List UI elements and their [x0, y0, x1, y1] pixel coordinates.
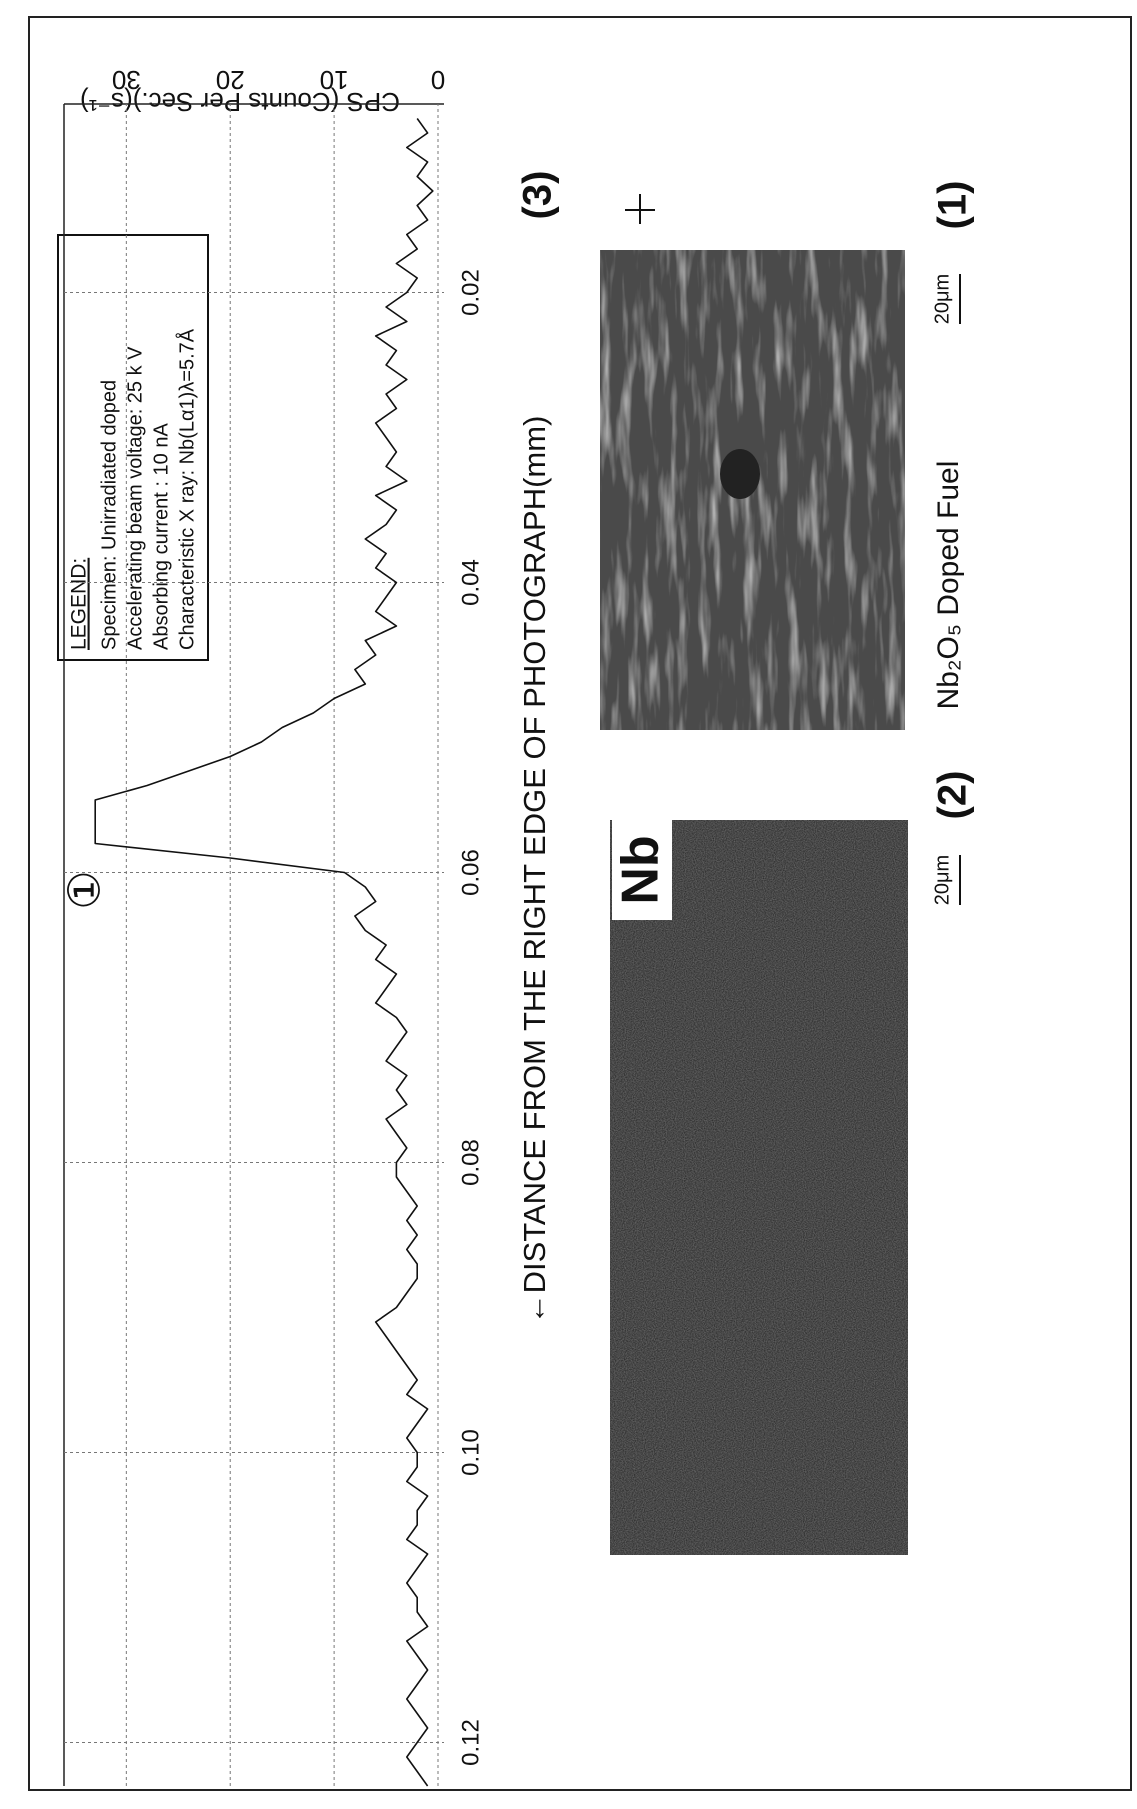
y-tick-label: 10	[320, 65, 349, 95]
y-tick-label: 20	[216, 65, 245, 95]
scale-bar-label: 20μm	[931, 855, 953, 905]
peak-annotation: ①	[61, 870, 110, 909]
legend-line: Characteristic X ray: Nb(Lα1)λ=5.7Å	[175, 328, 198, 650]
image-caption: Nb₂O₅ Doped Fuel	[932, 461, 965, 710]
pore	[720, 449, 760, 499]
y-tick-label: 30	[112, 65, 141, 95]
panel-label: (3)	[516, 171, 560, 220]
nb-map-texture	[610, 820, 908, 1555]
y-tick-label: 0	[431, 65, 445, 95]
x-axis-title: ←DISTANCE FROM THE RIGHT EDGE OF PHOTOGR…	[517, 416, 552, 1325]
panel-label: (2)	[931, 771, 975, 820]
x-tick-label: 0.10	[457, 1429, 484, 1476]
panel-label: (1)	[931, 181, 975, 230]
x-tick-label: 0.06	[457, 849, 484, 896]
x-tick-label: 0.04	[457, 559, 484, 606]
x-tick-label: 0.08	[457, 1139, 484, 1186]
legend-line: Absorbing current : 10 nA	[150, 423, 172, 650]
scale-bar-label: 20μm	[931, 274, 953, 324]
x-tick-label: 0.02	[457, 269, 484, 316]
nb-tag: Nb	[612, 835, 670, 904]
page: LEGEND: Specimen: Unirradiated doped Acc…	[0, 0, 1137, 1804]
legend-line: Specimen: Unirradiated doped	[98, 380, 120, 650]
legend-title: LEGEND:	[68, 558, 91, 650]
rotated-figure: LEGEND: Specimen: Unirradiated doped Acc…	[29, 17, 1131, 1790]
legend-line: Accelerating beam voltage: 25 k V	[124, 346, 146, 650]
x-tick-label: 0.12	[457, 1719, 484, 1766]
